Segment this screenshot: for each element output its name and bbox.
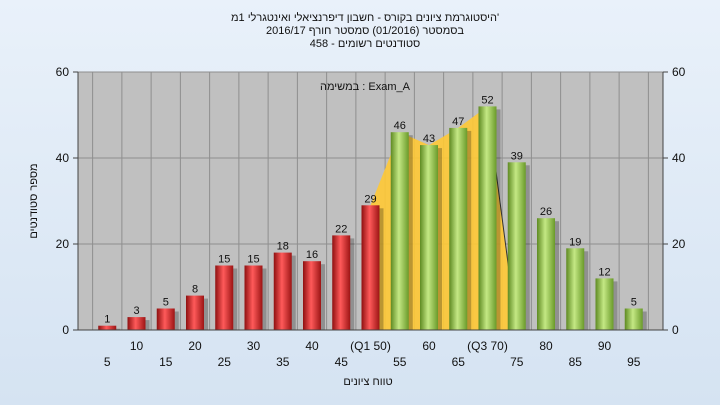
bar-value-label: 15	[247, 254, 259, 266]
y-tick-label-right: 0	[672, 323, 679, 337]
x-tick-label: 45	[335, 355, 349, 369]
x-tick-label: 80	[539, 339, 553, 353]
x-tick-label: 15	[159, 355, 173, 369]
bar	[507, 162, 526, 330]
bar-value-label: 26	[540, 206, 552, 218]
x-axis-ticks: 5 10 15 20 25 30 35 40 45(Q1 50)55 60 65(Q3 70)75 8…	[104, 339, 641, 369]
x-tick-label: 95	[627, 355, 641, 369]
x-tick-label: 75	[510, 355, 524, 369]
bar	[361, 205, 380, 330]
x-tick-label: 35	[276, 355, 290, 369]
bars-layer: 1 3 5 8 15 15 18 16 22 29 46 43 47 52 39 26 19 12 5	[98, 94, 647, 331]
bar	[156, 308, 175, 330]
y-tick-label-right: 20	[672, 237, 686, 251]
bar	[390, 132, 409, 330]
bar	[127, 317, 146, 330]
y-tick-label-right: 60	[672, 65, 686, 79]
y-tick-label-left: 40	[56, 151, 70, 165]
bar-value-label: 8	[192, 284, 198, 296]
bar	[478, 106, 497, 331]
bar	[273, 252, 292, 330]
x-tick-label: 10	[130, 339, 144, 353]
bar-value-label: 29	[364, 193, 376, 205]
x-tick-label: 60	[422, 339, 436, 353]
x-tick-label: (Q3 70)	[467, 339, 508, 353]
y-tick-label-left: 20	[56, 237, 70, 251]
x-tick-label: 25	[218, 355, 232, 369]
bar	[537, 218, 555, 330]
bar	[595, 278, 614, 330]
bar-value-label: 47	[452, 116, 464, 128]
bar	[215, 265, 234, 330]
bar-value-label: 5	[631, 297, 637, 309]
y-tick-label-left: 0	[62, 323, 69, 337]
bar	[449, 127, 468, 331]
bar	[186, 295, 204, 330]
bar-value-label: 12	[598, 266, 610, 278]
bar-value-label: 5	[163, 297, 169, 309]
y-tick-label-left: 60	[56, 65, 70, 79]
x-tick-label: 20	[188, 339, 202, 353]
bar-value-label: 43	[423, 133, 435, 145]
bar-value-label: 22	[335, 223, 347, 235]
x-tick-label: 40	[305, 339, 319, 353]
exam-annotation: במשימה : Exam_A	[320, 81, 411, 93]
x-tick-label: 90	[598, 339, 612, 353]
bar	[624, 308, 643, 330]
x-tick-label: 55	[393, 355, 407, 369]
x-tick-label: 85	[569, 355, 583, 369]
bar	[332, 235, 351, 330]
y-axis-ticks: 0 0 20 20 40 40 60 60	[56, 65, 686, 337]
x-tick-label: (Q1 50)	[350, 339, 391, 353]
bar-value-label: 46	[394, 120, 406, 132]
title-line-1: היסטוגרמת ציונים בקורס - חשבון דיפרנציאל…	[231, 11, 499, 24]
bar	[566, 248, 585, 330]
y-axis-label: מספר סטודנטים	[28, 163, 40, 238]
bar-value-label: 15	[218, 254, 230, 266]
bar	[244, 265, 263, 330]
title-line-3: סטודנטים רשומים - 458	[310, 38, 421, 50]
bar	[420, 145, 438, 330]
title-line-2: בסמסטר (01/2016) סמסטר חורף 2016/17	[266, 25, 464, 37]
y-tick-label-right: 40	[672, 151, 686, 165]
bar-value-label: 39	[511, 150, 523, 162]
bar-value-label: 18	[277, 241, 289, 253]
bar	[98, 325, 117, 330]
bar-value-label: 16	[306, 249, 318, 261]
bar-value-label: 19	[569, 236, 581, 248]
bar	[303, 261, 321, 330]
chart-title: היסטוגרמת ציונים בקורס - חשבון דיפרנציאל…	[231, 11, 499, 50]
x-axis-label: טווח ציונים	[343, 376, 392, 388]
x-tick-label: 5	[104, 355, 111, 369]
x-tick-label: 65	[452, 355, 466, 369]
bar-value-label: 3	[133, 305, 139, 317]
bar-value-label: 1	[104, 314, 110, 326]
bar-value-label: 52	[481, 94, 493, 106]
x-tick-label: 30	[247, 339, 261, 353]
